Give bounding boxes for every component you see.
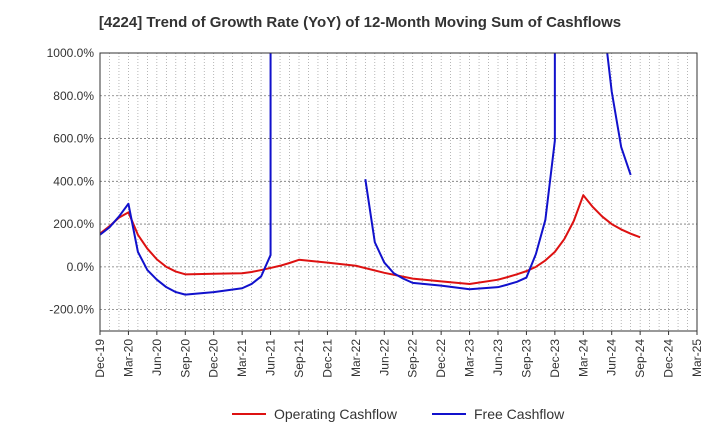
plot-border bbox=[99, 52, 698, 332]
x-tick-label: Jun-24 bbox=[605, 339, 619, 376]
x-tick-label: Mar-21 bbox=[235, 339, 249, 377]
y-tick-label: 1000.0% bbox=[47, 46, 95, 60]
x-tick-label: Sep-24 bbox=[633, 339, 647, 378]
legend-item-operating: Operating Cashflow bbox=[232, 406, 397, 422]
y-tick-label: -200.0% bbox=[49, 303, 94, 317]
legend-label-operating: Operating Cashflow bbox=[274, 406, 397, 422]
x-tick-label: Sep-22 bbox=[406, 339, 420, 378]
y-tick-label: 800.0% bbox=[53, 89, 94, 103]
x-tick-label: Dec-23 bbox=[548, 339, 562, 378]
y-axis: -200.0% 0.0% 200.0% 400.0% 600.0% 800.0% 1000.… bbox=[47, 46, 95, 317]
x-tick-label: Mar-25 bbox=[690, 339, 704, 377]
x-tick-label: Dec-21 bbox=[320, 339, 334, 378]
y-tick-label: 200.0% bbox=[53, 217, 94, 231]
x-tick-label: Sep-20 bbox=[178, 339, 192, 378]
legend-label-free: Free Cashflow bbox=[474, 406, 565, 422]
series-line-0 bbox=[100, 194, 641, 285]
x-tick-label: Jun-23 bbox=[491, 339, 505, 376]
x-tick-label: Dec-19 bbox=[93, 339, 107, 378]
y-tick-label: 600.0% bbox=[53, 132, 94, 146]
x-tick-label: Jun-22 bbox=[377, 339, 391, 376]
x-axis: Dec-19 Mar-20 Jun-20 Sep-20 Dec-20 Mar-21 Jun-… bbox=[93, 331, 704, 378]
series-line-1 bbox=[100, 53, 272, 296]
chart-title: [4224] Trend of Growth Rate (YoY) of 12-… bbox=[98, 14, 622, 31]
x-tick-label: Mar-23 bbox=[463, 339, 477, 377]
x-tick-label: Dec-24 bbox=[662, 339, 676, 378]
x-tick-label: Dec-22 bbox=[434, 339, 448, 378]
grid bbox=[99, 52, 698, 331]
x-tick-label: Mar-20 bbox=[121, 339, 135, 377]
series-line-1 bbox=[606, 53, 632, 176]
y-tick-label: 0.0% bbox=[67, 260, 95, 274]
legend-swatch-operating bbox=[232, 413, 266, 415]
legend-swatch-free bbox=[432, 413, 466, 415]
y-tick-label: 400.0% bbox=[53, 174, 94, 188]
legend: Operating Cashflow Free Cashflow bbox=[0, 406, 720, 426]
x-tick-label: Dec-20 bbox=[207, 339, 221, 378]
x-tick-label: Sep-21 bbox=[292, 339, 306, 378]
x-tick-label: Jun-20 bbox=[150, 339, 164, 376]
x-tick-label: Mar-24 bbox=[576, 339, 590, 377]
x-tick-label: Mar-22 bbox=[349, 339, 363, 377]
x-tick-label: Jun-21 bbox=[264, 339, 278, 376]
series-line-1 bbox=[364, 53, 556, 291]
series-lines bbox=[100, 53, 641, 296]
x-tick-label: Sep-23 bbox=[519, 339, 533, 378]
legend-item-free: Free Cashflow bbox=[432, 406, 564, 422]
